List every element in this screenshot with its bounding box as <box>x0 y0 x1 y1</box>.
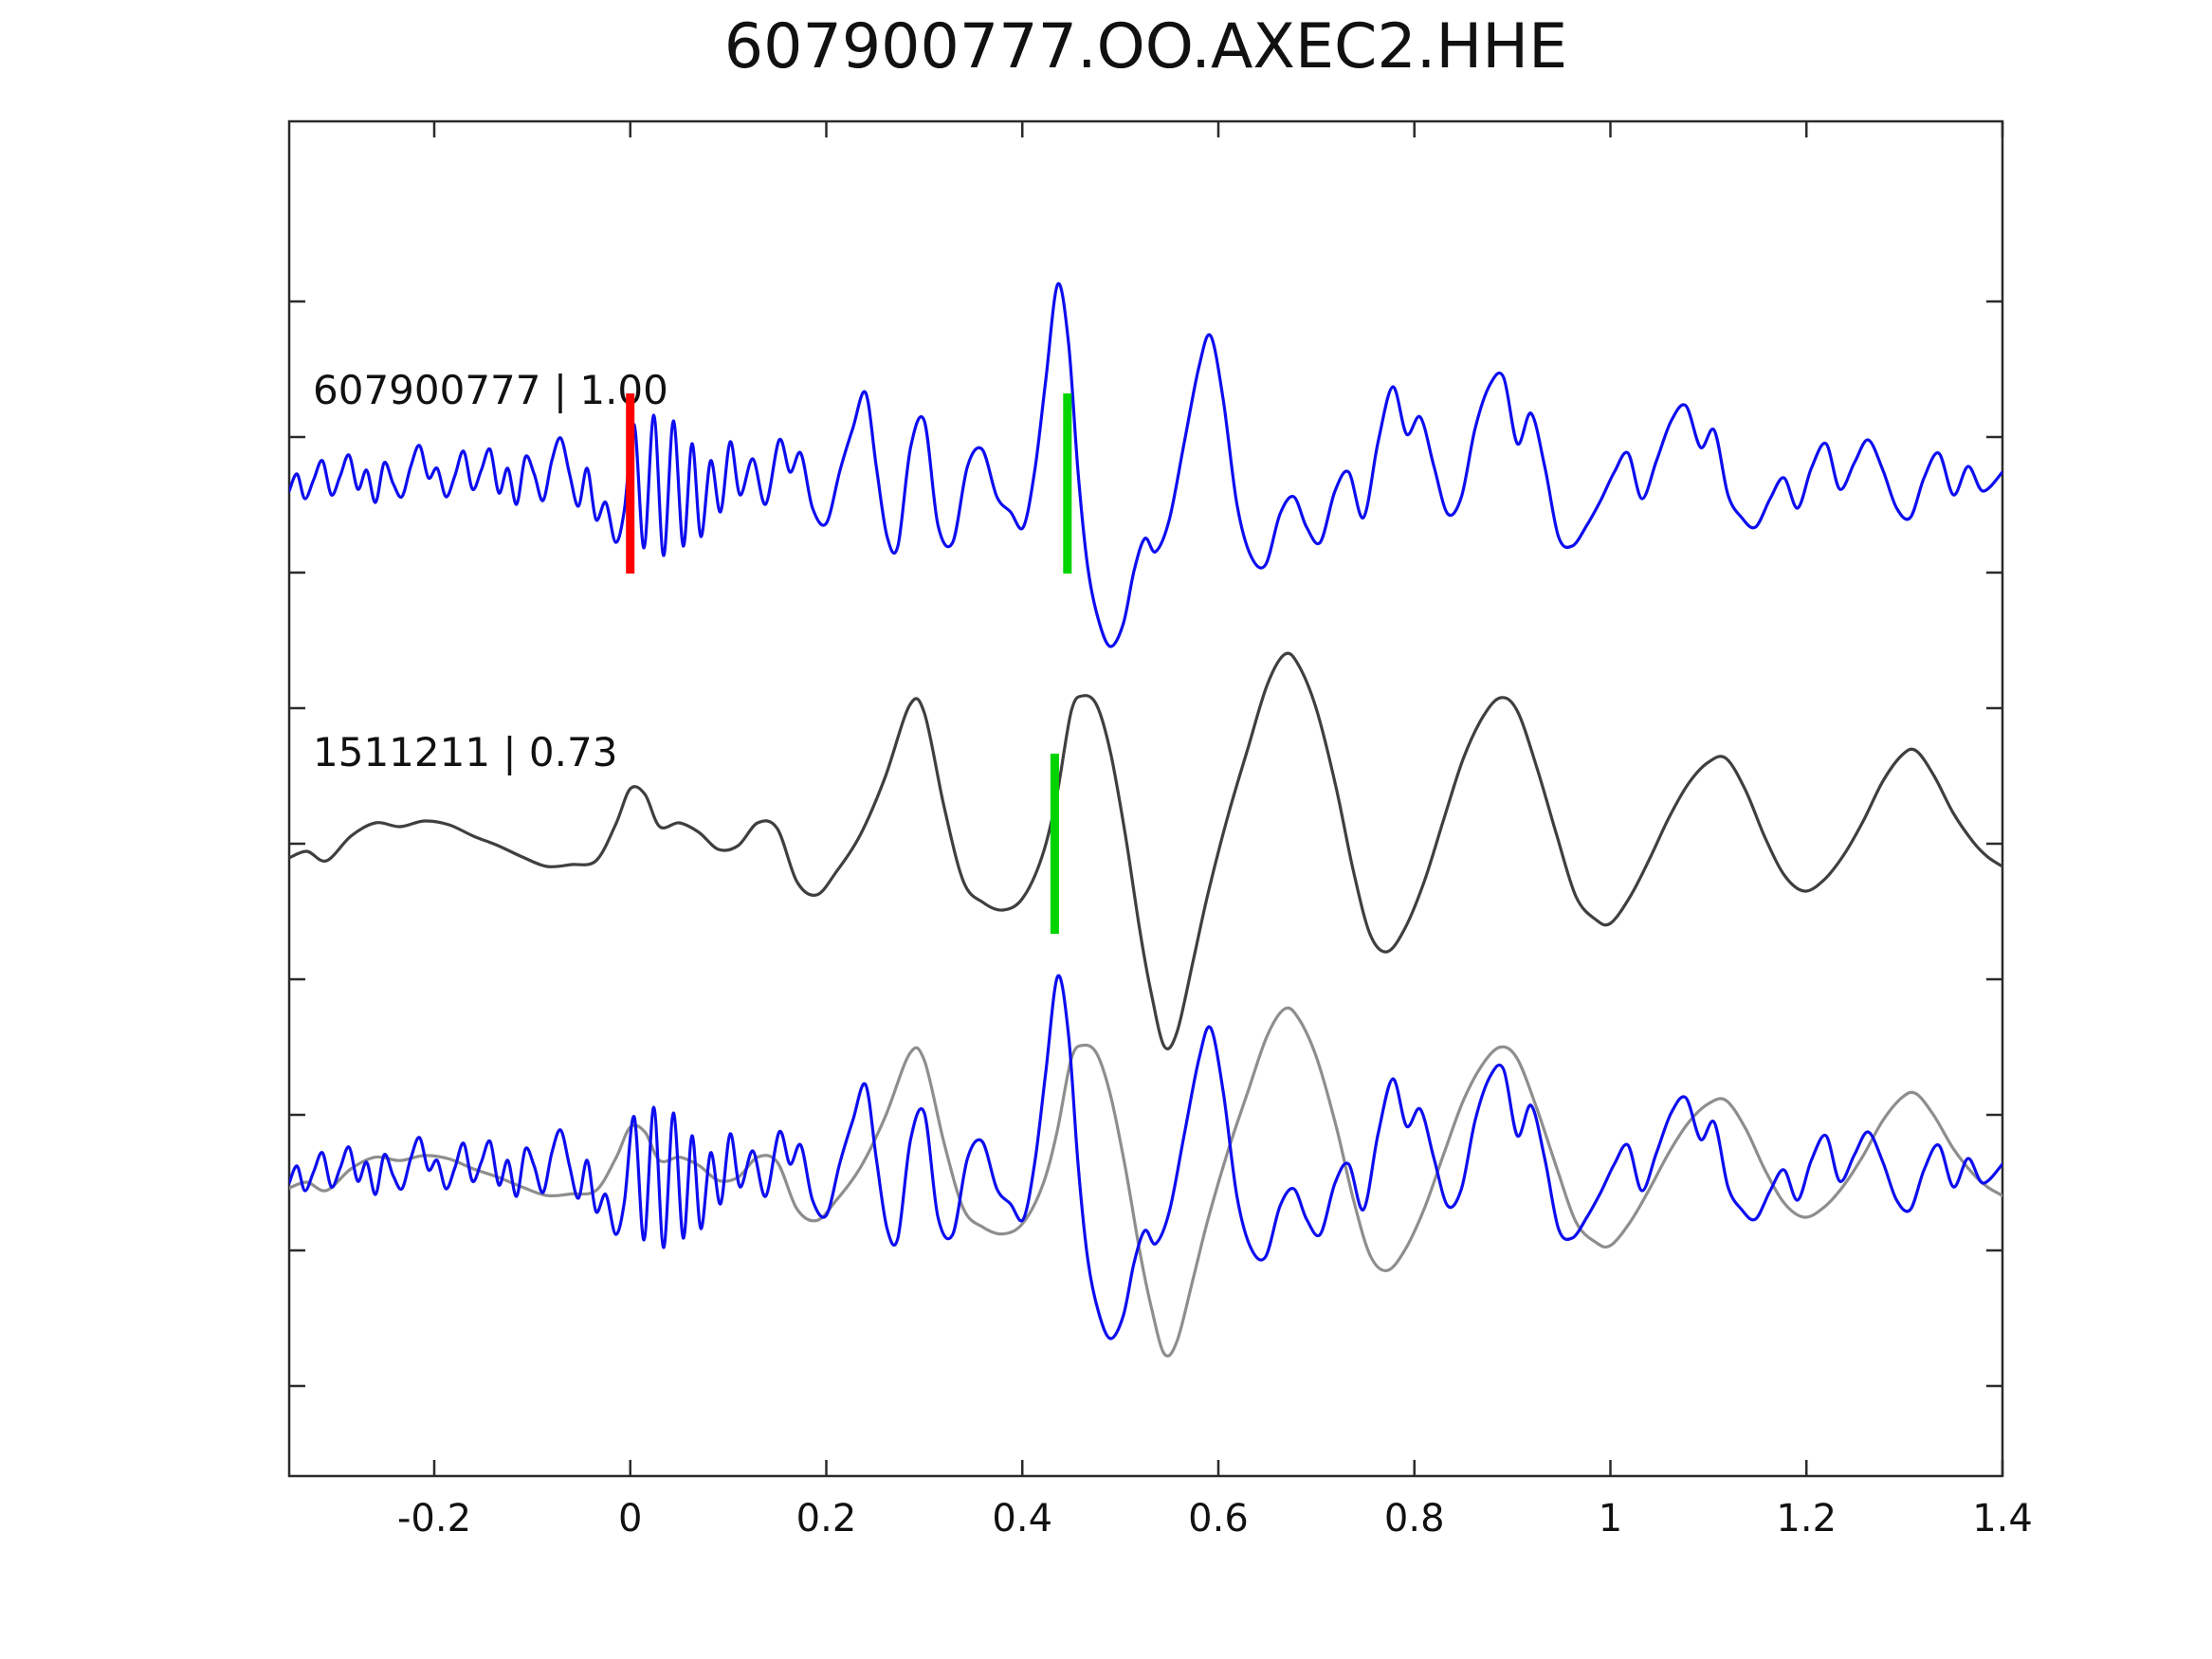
x-tick-label: 0 <box>618 1497 642 1540</box>
pick-markers <box>626 393 1072 934</box>
trace-label-detection: 1511211 | 0.73 <box>313 729 618 775</box>
x-axis-ticks: -0.2 0 0.2 0.4 0.6 0.8 1 1.2 1.4 <box>397 121 2033 1540</box>
plot-border <box>287 119 2004 1478</box>
x-tick-label: 0.8 <box>1384 1497 1445 1540</box>
x-tick-label: -0.2 <box>397 1497 471 1540</box>
x-tick-label: 0.2 <box>796 1497 857 1540</box>
trace-template <box>289 282 2002 648</box>
x-tick-label: 0.6 <box>1188 1497 1249 1540</box>
trace-overlay-detection <box>289 1006 2002 1358</box>
y-axis-ticks <box>289 300 2002 1388</box>
x-tick-label: 1.4 <box>1972 1497 2033 1540</box>
trace-label-template: 607900777 | 1.00 <box>313 367 668 413</box>
trace-detection <box>289 651 2002 1050</box>
chart-title: 607900777.OO.AXEC2.HHE <box>723 11 1568 82</box>
traces-group <box>289 282 2002 1358</box>
pick-marker-detection-pick <box>1063 393 1072 574</box>
x-tick-label: 1 <box>1599 1497 1622 1540</box>
x-tick-label: 1.2 <box>1776 1497 1837 1540</box>
x-tick-label: 0.4 <box>992 1497 1052 1540</box>
trace-overlay-template <box>289 974 2002 1340</box>
pick-marker-template-pick <box>626 393 635 574</box>
pick-marker-detection-pick <box>1050 754 1059 934</box>
